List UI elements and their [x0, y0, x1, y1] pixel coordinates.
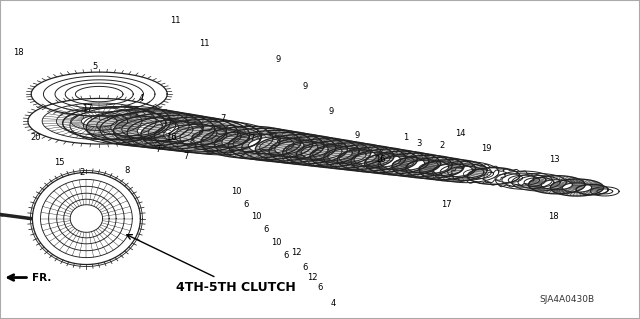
Text: 6: 6	[263, 225, 268, 234]
Polygon shape	[201, 126, 301, 158]
Text: 7: 7	[220, 114, 225, 122]
Text: 4: 4	[138, 94, 143, 103]
Text: 4TH-5TH CLUTCH: 4TH-5TH CLUTCH	[127, 235, 296, 293]
Text: 20: 20	[30, 133, 40, 142]
Text: 6: 6	[317, 283, 323, 292]
Text: 18: 18	[13, 48, 23, 57]
Polygon shape	[228, 130, 324, 161]
Text: 10: 10	[251, 212, 261, 221]
Text: 2: 2	[439, 141, 444, 150]
Text: 6: 6	[302, 263, 307, 272]
Text: 16: 16	[376, 155, 386, 164]
Text: 17: 17	[82, 104, 92, 113]
Text: 6: 6	[244, 200, 249, 209]
Text: 7: 7	[250, 134, 255, 143]
Text: 11: 11	[200, 39, 210, 48]
Text: 8: 8	[124, 166, 129, 175]
Text: 12: 12	[291, 248, 301, 256]
Text: 19: 19	[481, 144, 492, 153]
Text: SJA4A0430B: SJA4A0430B	[539, 295, 594, 304]
Text: 13: 13	[549, 155, 559, 164]
Text: FR.: FR.	[32, 272, 52, 283]
Text: 12: 12	[307, 273, 317, 282]
Polygon shape	[113, 113, 227, 149]
Text: 16: 16	[166, 133, 177, 142]
Text: 3: 3	[417, 139, 422, 148]
Polygon shape	[337, 147, 417, 173]
Polygon shape	[255, 135, 348, 164]
Text: 15: 15	[54, 158, 65, 167]
Text: 10: 10	[271, 238, 282, 247]
Polygon shape	[283, 139, 371, 167]
Text: 11: 11	[170, 16, 180, 25]
Text: 9: 9	[329, 107, 334, 116]
Polygon shape	[419, 160, 487, 181]
Text: 18: 18	[548, 212, 559, 221]
Text: 10: 10	[232, 187, 242, 196]
Text: 6: 6	[284, 251, 289, 260]
Polygon shape	[141, 117, 250, 152]
Polygon shape	[529, 176, 585, 194]
Text: 1: 1	[403, 133, 408, 142]
Text: 9: 9	[276, 55, 281, 63]
Text: 2: 2	[79, 168, 84, 177]
Text: 7: 7	[183, 152, 188, 161]
Text: 5: 5	[92, 63, 97, 71]
Polygon shape	[86, 109, 203, 146]
Polygon shape	[310, 143, 394, 170]
Text: 9: 9	[302, 82, 307, 91]
Text: 7: 7	[156, 145, 161, 154]
Polygon shape	[550, 179, 604, 196]
Text: 17: 17	[442, 200, 452, 209]
Text: 9: 9	[355, 131, 360, 140]
Polygon shape	[365, 151, 440, 175]
Polygon shape	[392, 155, 464, 178]
Text: 14: 14	[456, 130, 466, 138]
Text: 4: 4	[330, 299, 335, 308]
